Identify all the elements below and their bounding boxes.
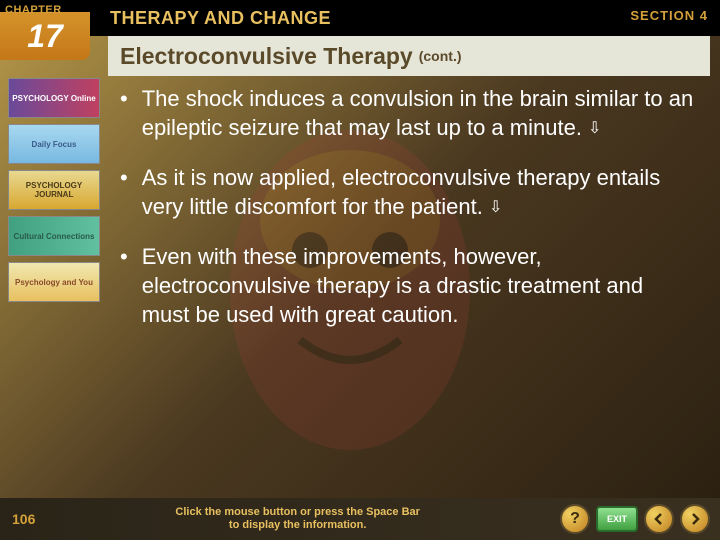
prev-button[interactable] <box>644 504 674 534</box>
header-title: THERAPY AND CHANGE <box>110 8 331 29</box>
sidebar-item-4[interactable]: Psychology and You <box>8 262 100 302</box>
chevron-right-icon <box>688 512 702 526</box>
chapter-label-text: CHAPTER <box>5 4 62 16</box>
slide-title: Electroconvulsive Therapy <box>120 43 413 70</box>
bullet-text: Even with these improvements, however, e… <box>142 243 695 329</box>
footer-hint-line1: Click the mouse button or press the Spac… <box>35 506 560 519</box>
page-number: 106 <box>12 511 35 527</box>
sidebar-item-0[interactable]: PSYCHOLOGY Online <box>8 78 100 118</box>
slide-title-bar: Electroconvulsive Therapy (cont.) <box>108 36 710 76</box>
help-button[interactable]: ? <box>560 504 590 534</box>
bullet-text: As it is now applied, electroconvulsive … <box>142 164 695 221</box>
slide-title-cont: (cont.) <box>419 48 462 64</box>
chapter-number-badge: 17 <box>0 12 90 60</box>
chevron-left-icon <box>652 512 666 526</box>
bullet-mark: • <box>120 243 128 329</box>
chapter-label: CHAPTER <box>5 0 62 18</box>
footer-bar: 106 Click the mouse button or press the … <box>0 498 720 540</box>
exit-button[interactable]: EXIT <box>596 506 638 532</box>
bullet-1: •As it is now applied, electroconvulsive… <box>120 164 695 221</box>
footer-controls: ? EXIT <box>560 504 710 534</box>
footer-hint: Click the mouse button or press the Spac… <box>35 506 560 532</box>
sidebar-item-1[interactable]: Daily Focus <box>8 124 100 164</box>
bullet-mark: • <box>120 164 128 221</box>
continue-arrow-icon: ⇩ <box>588 119 601 136</box>
sidebar-item-2[interactable]: PSYCHOLOGY JOURNAL <box>8 170 100 210</box>
next-button[interactable] <box>680 504 710 534</box>
sidebar-nav: PSYCHOLOGY Online Daily Focus PSYCHOLOGY J… <box>8 78 100 308</box>
footer-hint-line2: to display the information. <box>35 519 560 532</box>
bullet-2: •Even with these improvements, however, … <box>120 243 695 329</box>
header-band: CHAPTER 17 THERAPY AND CHANGE SECTION 4 <box>0 0 720 36</box>
continue-arrow-icon: ⇩ <box>489 199 502 216</box>
bullet-text: The shock induces a convulsion in the br… <box>142 85 695 142</box>
sidebar-item-3[interactable]: Cultural Connections <box>8 216 100 256</box>
content-area: •The shock induces a convulsion in the b… <box>120 85 695 351</box>
section-label: SECTION 4 <box>630 8 708 23</box>
bullet-0: •The shock induces a convulsion in the b… <box>120 85 695 142</box>
bullet-mark: • <box>120 85 128 142</box>
slide-container: CHAPTER 17 THERAPY AND CHANGE SECTION 4 … <box>0 0 720 540</box>
